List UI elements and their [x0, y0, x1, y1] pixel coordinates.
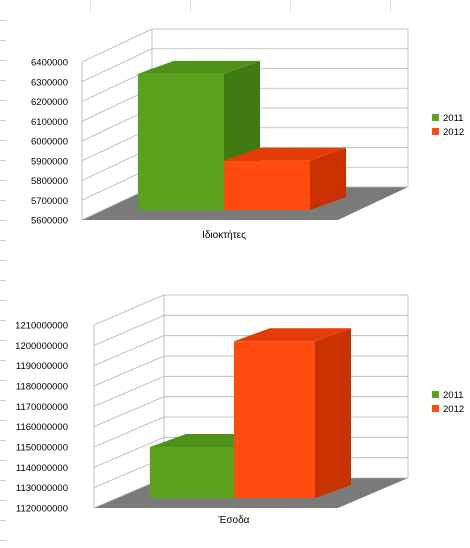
- y-tick-label: 6100000: [31, 117, 68, 128]
- legend-label: 2011: [443, 113, 463, 124]
- y-tick-label: 6300000: [31, 77, 68, 88]
- bar-top: [138, 60, 260, 74]
- bar-side: [310, 147, 346, 210]
- bar-front: [234, 341, 315, 498]
- bar-group: [150, 328, 351, 498]
- legend-label: 2011: [443, 390, 463, 401]
- income-chart: 1120000000 1130000000 1140000000 1150000000…: [0, 270, 470, 543]
- side-gridline: [81, 48, 153, 83]
- y-axis: 5600000 5700000 5800000 5900000 6000000 61000…: [31, 58, 68, 227]
- legend-label: 2012: [443, 127, 464, 138]
- y-tick-label: 5600000: [31, 216, 68, 227]
- y-tick-label: 1190000000: [16, 361, 68, 372]
- bar-front: [224, 160, 310, 210]
- y-tick-label: 1160000000: [16, 422, 68, 433]
- side-gridline: [93, 416, 165, 448]
- y-tick-label: 6000000: [31, 137, 68, 148]
- y-tick-label: 6400000: [31, 58, 68, 69]
- bar-front: [150, 447, 234, 498]
- y-tick-label: 5700000: [31, 196, 68, 207]
- side-gridline: [93, 396, 165, 428]
- side-gridline: [93, 314, 165, 346]
- y-axis: 1120000000 1130000000 1140000000 1150000000…: [15, 321, 68, 515]
- legend: 2011 2012: [432, 390, 464, 415]
- y-tick-label: 5800000: [31, 176, 68, 187]
- legend: 2011 2012: [432, 113, 464, 138]
- y-tick-label: 1120000000: [16, 504, 68, 515]
- y-tick-label: 1150000000: [16, 443, 68, 454]
- side-gridline: [93, 355, 165, 387]
- side-gridline: [93, 294, 165, 326]
- bar-top: [234, 328, 351, 342]
- income-chart-svg: 1120000000 1130000000 1140000000 1150000000…: [15, 294, 464, 526]
- legend-swatch: [432, 128, 439, 135]
- y-tick-label: 1210000000: [15, 321, 68, 332]
- y-tick-label: 1130000000: [16, 483, 68, 494]
- owners-chart: 5600000 5700000 5800000 5900000 6000000 61000…: [0, 0, 470, 265]
- bar-front: [138, 73, 224, 210]
- bar-2012: [234, 328, 351, 498]
- y-tick-label: 5900000: [31, 156, 68, 167]
- side-gridline: [93, 436, 165, 468]
- y-tick-label: 1170000000: [16, 402, 68, 413]
- side-gridline: [81, 28, 153, 63]
- bar-2012: [224, 147, 346, 210]
- side-gridline: [93, 335, 165, 367]
- x-axis-label: Ιδιοκτήτες: [202, 229, 246, 241]
- legend-swatch: [432, 391, 439, 398]
- owners-chart-svg: 5600000 5700000 5800000 5900000 6000000 61000…: [31, 28, 464, 241]
- x-axis-label: Έσοδα: [218, 515, 250, 526]
- y-tick-label: 1200000000: [15, 341, 68, 352]
- legend-label: 2012: [443, 404, 464, 415]
- bar-side: [315, 328, 351, 498]
- y-tick-label: 1140000000: [16, 463, 68, 474]
- legend-swatch: [432, 114, 439, 121]
- bar-group: [138, 60, 346, 210]
- legend-swatch: [432, 405, 439, 412]
- y-tick-label: 6200000: [31, 97, 68, 108]
- side-gridline: [93, 375, 165, 407]
- bar-top: [224, 147, 346, 161]
- y-tick-label: 1180000000: [16, 382, 68, 393]
